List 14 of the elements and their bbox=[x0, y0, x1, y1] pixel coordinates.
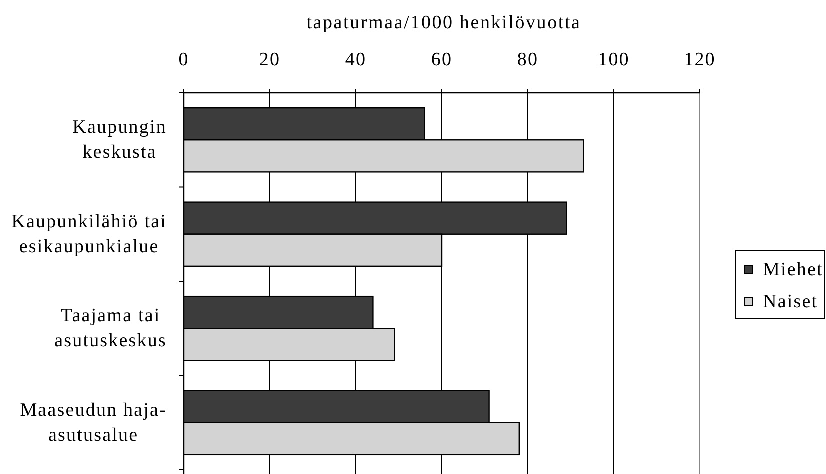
y-tick-label: Taajama tai asutuskeskus bbox=[54, 306, 167, 352]
x-axis-title: tapaturmaa/1000 henkilövuotta bbox=[306, 12, 582, 34]
legend-label: Naiset bbox=[763, 292, 818, 312]
x-tick-label: 20 bbox=[259, 50, 281, 70]
x-tick-label: 40 bbox=[345, 50, 367, 70]
y-tick-label: Kaupungin keskusta bbox=[72, 117, 168, 164]
x-tick-label: 60 bbox=[431, 50, 453, 70]
legend-label: Miehet bbox=[763, 260, 824, 280]
y-tick-label: Kaupunkilähiö tai esikaupunkialue bbox=[12, 211, 168, 258]
x-tick-label: 80 bbox=[517, 50, 539, 70]
x-tick-label: 100 bbox=[598, 50, 630, 70]
y-tick-label: Maaseudun haja-asutusalue bbox=[20, 400, 167, 446]
x-tick-label: 0 bbox=[178, 50, 190, 70]
x-tick-label: 120 bbox=[684, 50, 716, 70]
